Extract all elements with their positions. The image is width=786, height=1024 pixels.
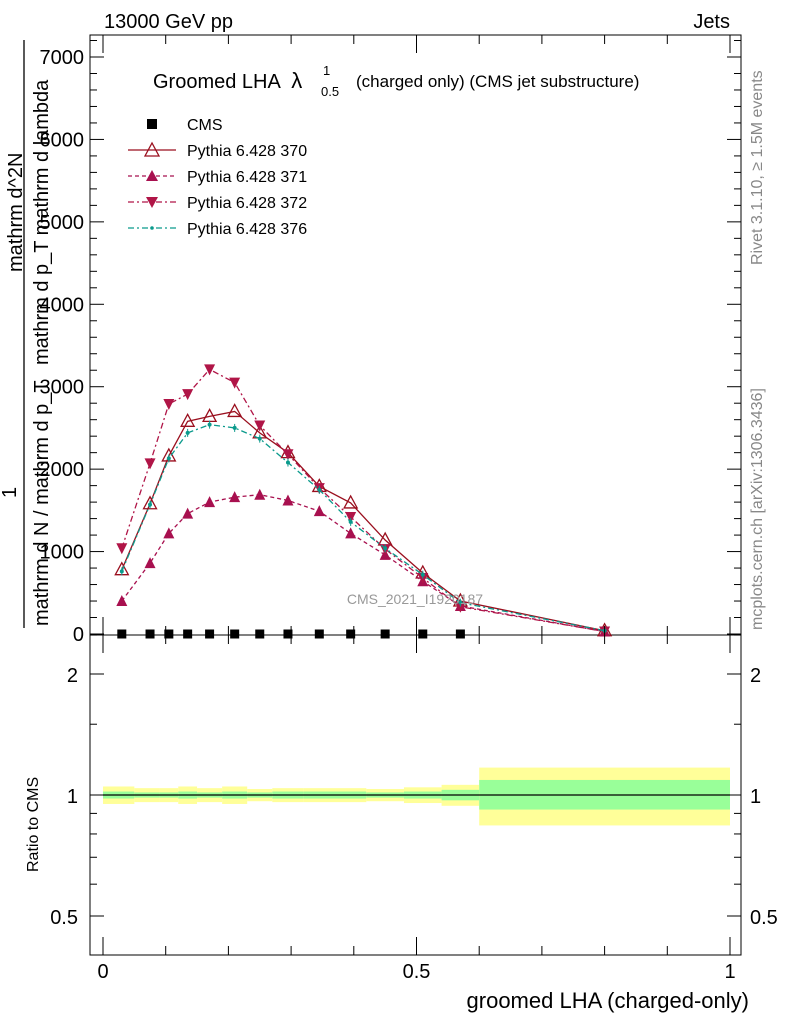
pythia-371-point (182, 507, 194, 519)
legend-cms-label: CMS (187, 117, 223, 134)
pythia-371-point (163, 527, 175, 539)
cms-data-point (455, 629, 465, 639)
y-label-den: mathrm d N / mathrm d p_T (31, 380, 53, 626)
plot-title-main: Groomed LHA (153, 71, 281, 93)
x-tick-label: 1 (724, 961, 735, 983)
pythia-370-point (180, 412, 196, 427)
pythia-370-point (343, 494, 359, 509)
ratio-y-tick-label-right: 2 (750, 665, 761, 687)
pythia-371-point (116, 595, 128, 607)
pythia-371-point (229, 491, 241, 503)
cms-data-point (314, 629, 324, 639)
legend-cms-marker (147, 119, 157, 129)
legend-371-marker (146, 170, 158, 181)
side-text-top: Rivet 3.1.10, ≥ 1.5M events (749, 70, 766, 265)
pythia-370-point (227, 403, 243, 418)
plot-title-sub: 0.5 (321, 84, 339, 99)
pythia-372-point (163, 399, 175, 411)
ratio-y-tick-label-left: 0.5 (50, 907, 78, 929)
plot-title-sup: 1 (323, 63, 330, 78)
ratio-y-tick-label-left: 2 (67, 665, 78, 687)
plot-title-lambda: λ (291, 68, 302, 93)
legend-376-marker (150, 226, 154, 230)
main-y-tick-label: 5000 (40, 212, 85, 234)
header-right: Jets (693, 11, 730, 33)
series-line (121, 494, 605, 633)
pythia-371-point (345, 527, 357, 539)
main-y-tick-label: 6000 (40, 129, 85, 151)
y-label-num: 1 (0, 487, 21, 498)
main-y-tick-label: 0 (73, 624, 84, 646)
pythia-372-point (144, 458, 156, 470)
pythia-372-point (254, 420, 266, 432)
plot-title-rest: (charged only) (CMS jet substructure) (356, 72, 639, 91)
ratio-y-label: Ratio to CMS (25, 777, 42, 872)
cms-data-point (230, 629, 240, 639)
x-tick-label: 0 (97, 961, 108, 983)
y-label-bot: mathrm d p_T mathrm d lambda (31, 79, 53, 365)
pythia-372-point (116, 543, 128, 555)
cms-data-point (145, 629, 155, 639)
main-y-tick-label: 3000 (40, 377, 85, 399)
side-text-bottom: mcplots.cern.ch [arXiv:1306.3436] (749, 388, 766, 630)
pythia-371-point (313, 505, 325, 517)
legend-372-marker (146, 197, 158, 208)
cms-data-point (380, 629, 390, 639)
x-axis-label: groomed LHA (charged-only) (467, 988, 749, 1013)
cms-data-point (205, 629, 215, 639)
pythia-370-point (142, 495, 158, 510)
series-line (121, 410, 605, 632)
x-tick-label: 0.5 (403, 961, 431, 983)
cms-data-point (164, 629, 174, 639)
y-label-top: mathrm d^2N (5, 153, 27, 272)
pythia-372-point (229, 377, 241, 389)
plot-title: Groomed LHA λ (153, 68, 302, 93)
pythia-371-point (282, 494, 294, 506)
pythia-372-point (204, 364, 216, 376)
main-y-label: 1 mathrm d N / mathrm d p_T mathrm d^2N … (0, 40, 53, 628)
series-line (121, 423, 605, 632)
pythia-371-point (144, 557, 156, 569)
main-y-tick-label: 7000 (40, 47, 85, 69)
main-y-tick-label: 2000 (40, 459, 85, 481)
legend-376-label: Pythia 6.428 376 (187, 221, 307, 238)
legend-371-label: Pythia 6.428 371 (187, 169, 307, 186)
cms-data-point (183, 629, 193, 639)
ratio-y-tick-label-right: 1 (750, 786, 761, 808)
main-y-tick-label: 1000 (40, 542, 85, 564)
pythia-372-point (345, 511, 357, 523)
main-y-tick-label: 4000 (40, 294, 85, 316)
legend-372-label: Pythia 6.428 372 (187, 195, 307, 212)
ratio-y-tick-label-right: 0.5 (750, 907, 778, 929)
ratio-y-tick-label-left: 1 (67, 786, 78, 808)
header-left: 13000 GeV pp (104, 11, 233, 33)
cms-data-point (418, 629, 428, 639)
legend-370-label: Pythia 6.428 370 (187, 143, 307, 160)
pythia-371-point (254, 488, 266, 500)
cms-data-point (117, 629, 127, 639)
cms-data-point (255, 629, 265, 639)
pythia-372-point (282, 449, 294, 461)
pythia-371-point (204, 496, 216, 508)
pythia-372-point (182, 389, 194, 401)
legend-370-marker (143, 141, 161, 157)
cms-data-point (283, 629, 293, 639)
cms-data-point (346, 629, 356, 639)
pythia-372-point (454, 601, 466, 613)
analysis-watermark: CMS_2021_I1920187 (347, 591, 483, 607)
legend: CMS Pythia 6.428 370 Pythia 6.428 371 Py… (128, 117, 307, 238)
